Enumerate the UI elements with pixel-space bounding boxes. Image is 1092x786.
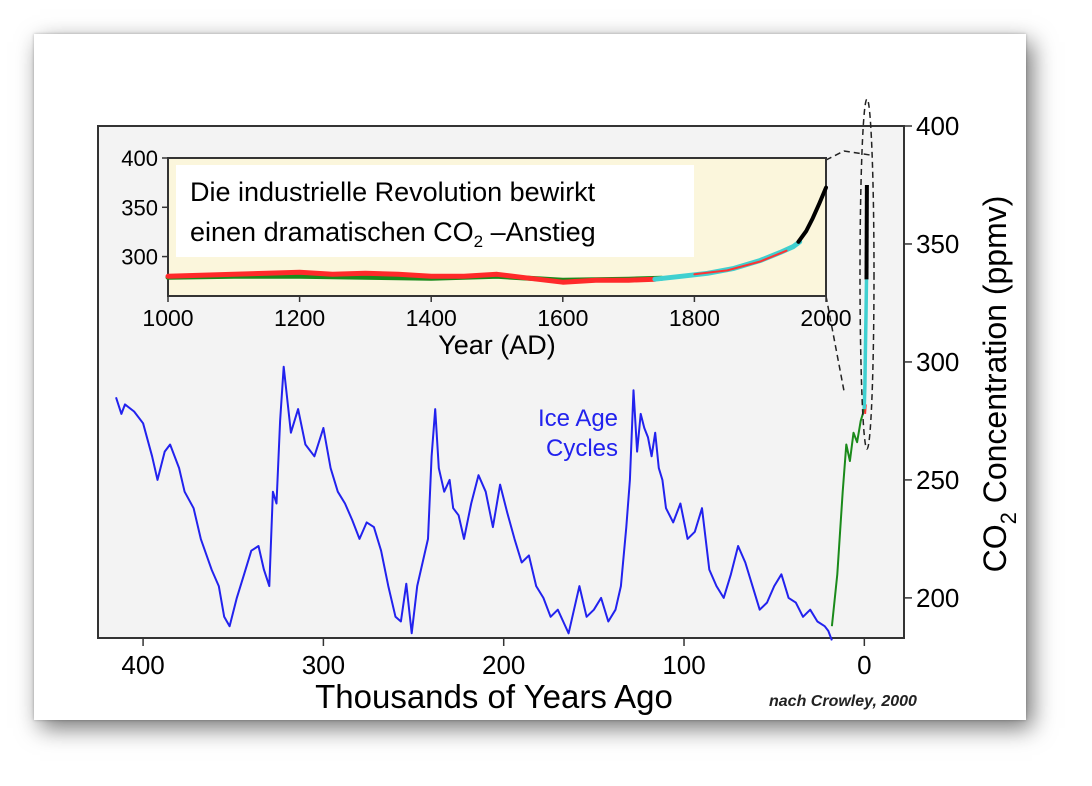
- main-series-line-0: [115, 365, 833, 641]
- inset-annotation-box: [176, 165, 694, 257]
- ice-age-annotation-line1: Ice Age: [538, 405, 618, 432]
- slide-card: 400 300 200 100 0 400 350 300 250 200 1000 1200 140…: [34, 34, 1026, 720]
- main-y-tick-label: 200: [916, 583, 959, 613]
- main-x-tick-label: 400: [121, 650, 164, 680]
- main-series-line-3: [862, 279, 869, 410]
- main-y-tick-label: 350: [916, 229, 959, 259]
- main-x-tick-label: 300: [302, 650, 345, 680]
- main-x-tick-label: 100: [662, 650, 705, 680]
- inset-x-tick-label: 1000: [142, 305, 193, 331]
- main-series-line-1: [830, 408, 866, 627]
- inset-x-tick-label: 1200: [274, 305, 325, 331]
- inset-series-line-4: [796, 185, 828, 244]
- inset-x-tick-label: 2000: [800, 305, 851, 331]
- main-y-tick-label: 250: [916, 465, 959, 495]
- main-y-tick-label: 400: [916, 111, 959, 141]
- main-y-tick-label: 300: [916, 347, 959, 377]
- main-x-axis-label: Thousands of Years Ago: [315, 678, 673, 715]
- inset-annotation-line1: Die industrielle Revolution bewirkt: [190, 177, 596, 207]
- inset-x-axis-label: Year (AD): [438, 330, 556, 360]
- inset-annotation-line2: einen dramatischen CO2 –Anstieg: [190, 217, 596, 251]
- main-x-tick-label: 0: [857, 650, 871, 680]
- main-x-tick-label: 200: [482, 650, 525, 680]
- main-y-axis-label: CO2 Concentration (ppmv): [977, 196, 1021, 573]
- inset-x-tick-label: 1600: [537, 305, 588, 331]
- inset-x-tick-label: 1800: [669, 305, 720, 331]
- ice-age-annotation-line2: Cycles: [546, 435, 618, 462]
- inset-x-tick-label: 1400: [406, 305, 457, 331]
- inset-y-tick-label: 350: [121, 195, 158, 220]
- inset-series-line-3: [693, 249, 788, 276]
- source-credit: nach Crowley, 2000: [769, 693, 917, 710]
- inset-y-tick-label: 300: [121, 245, 158, 270]
- inset-series-line-1: [165, 269, 658, 285]
- inset-y-tick-label: 400: [121, 146, 158, 171]
- zoom-connector: [825, 98, 875, 450]
